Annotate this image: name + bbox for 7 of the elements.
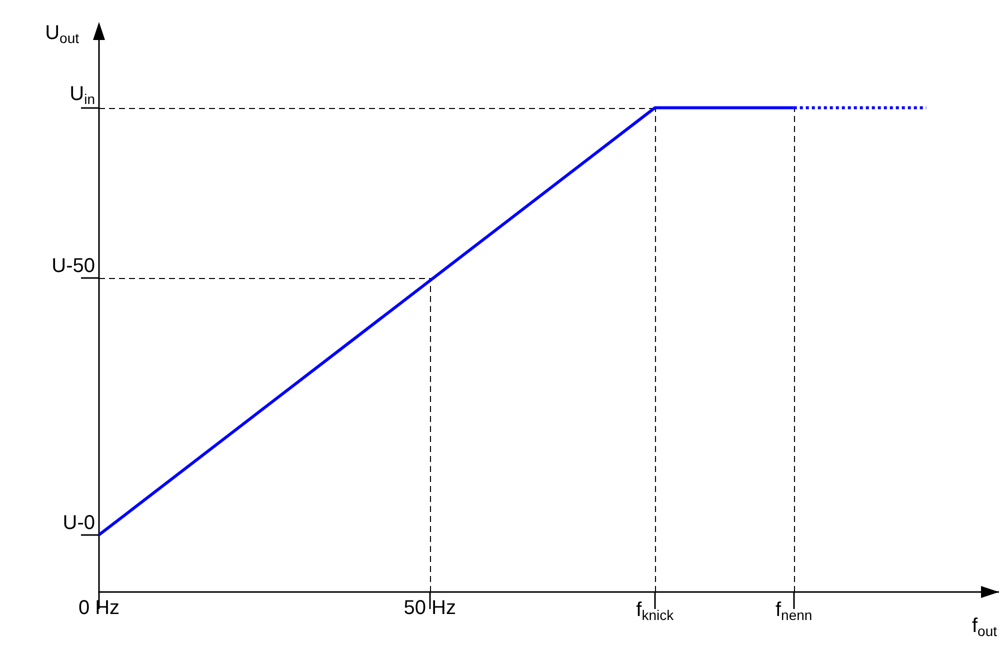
ref-line-label: U-50: [52, 255, 95, 278]
x-tick-label: 0 Hz: [78, 597, 120, 619]
ref-line-label: U-0: [62, 512, 95, 534]
x-axis-title: f$_{out}$: [972, 615, 997, 639]
ref-line-label: U$_{in}$: [70, 82, 95, 107]
x-tick-label: 50 Hz: [404, 597, 456, 619]
y-axis-title: U$_{out}$: [45, 22, 79, 46]
